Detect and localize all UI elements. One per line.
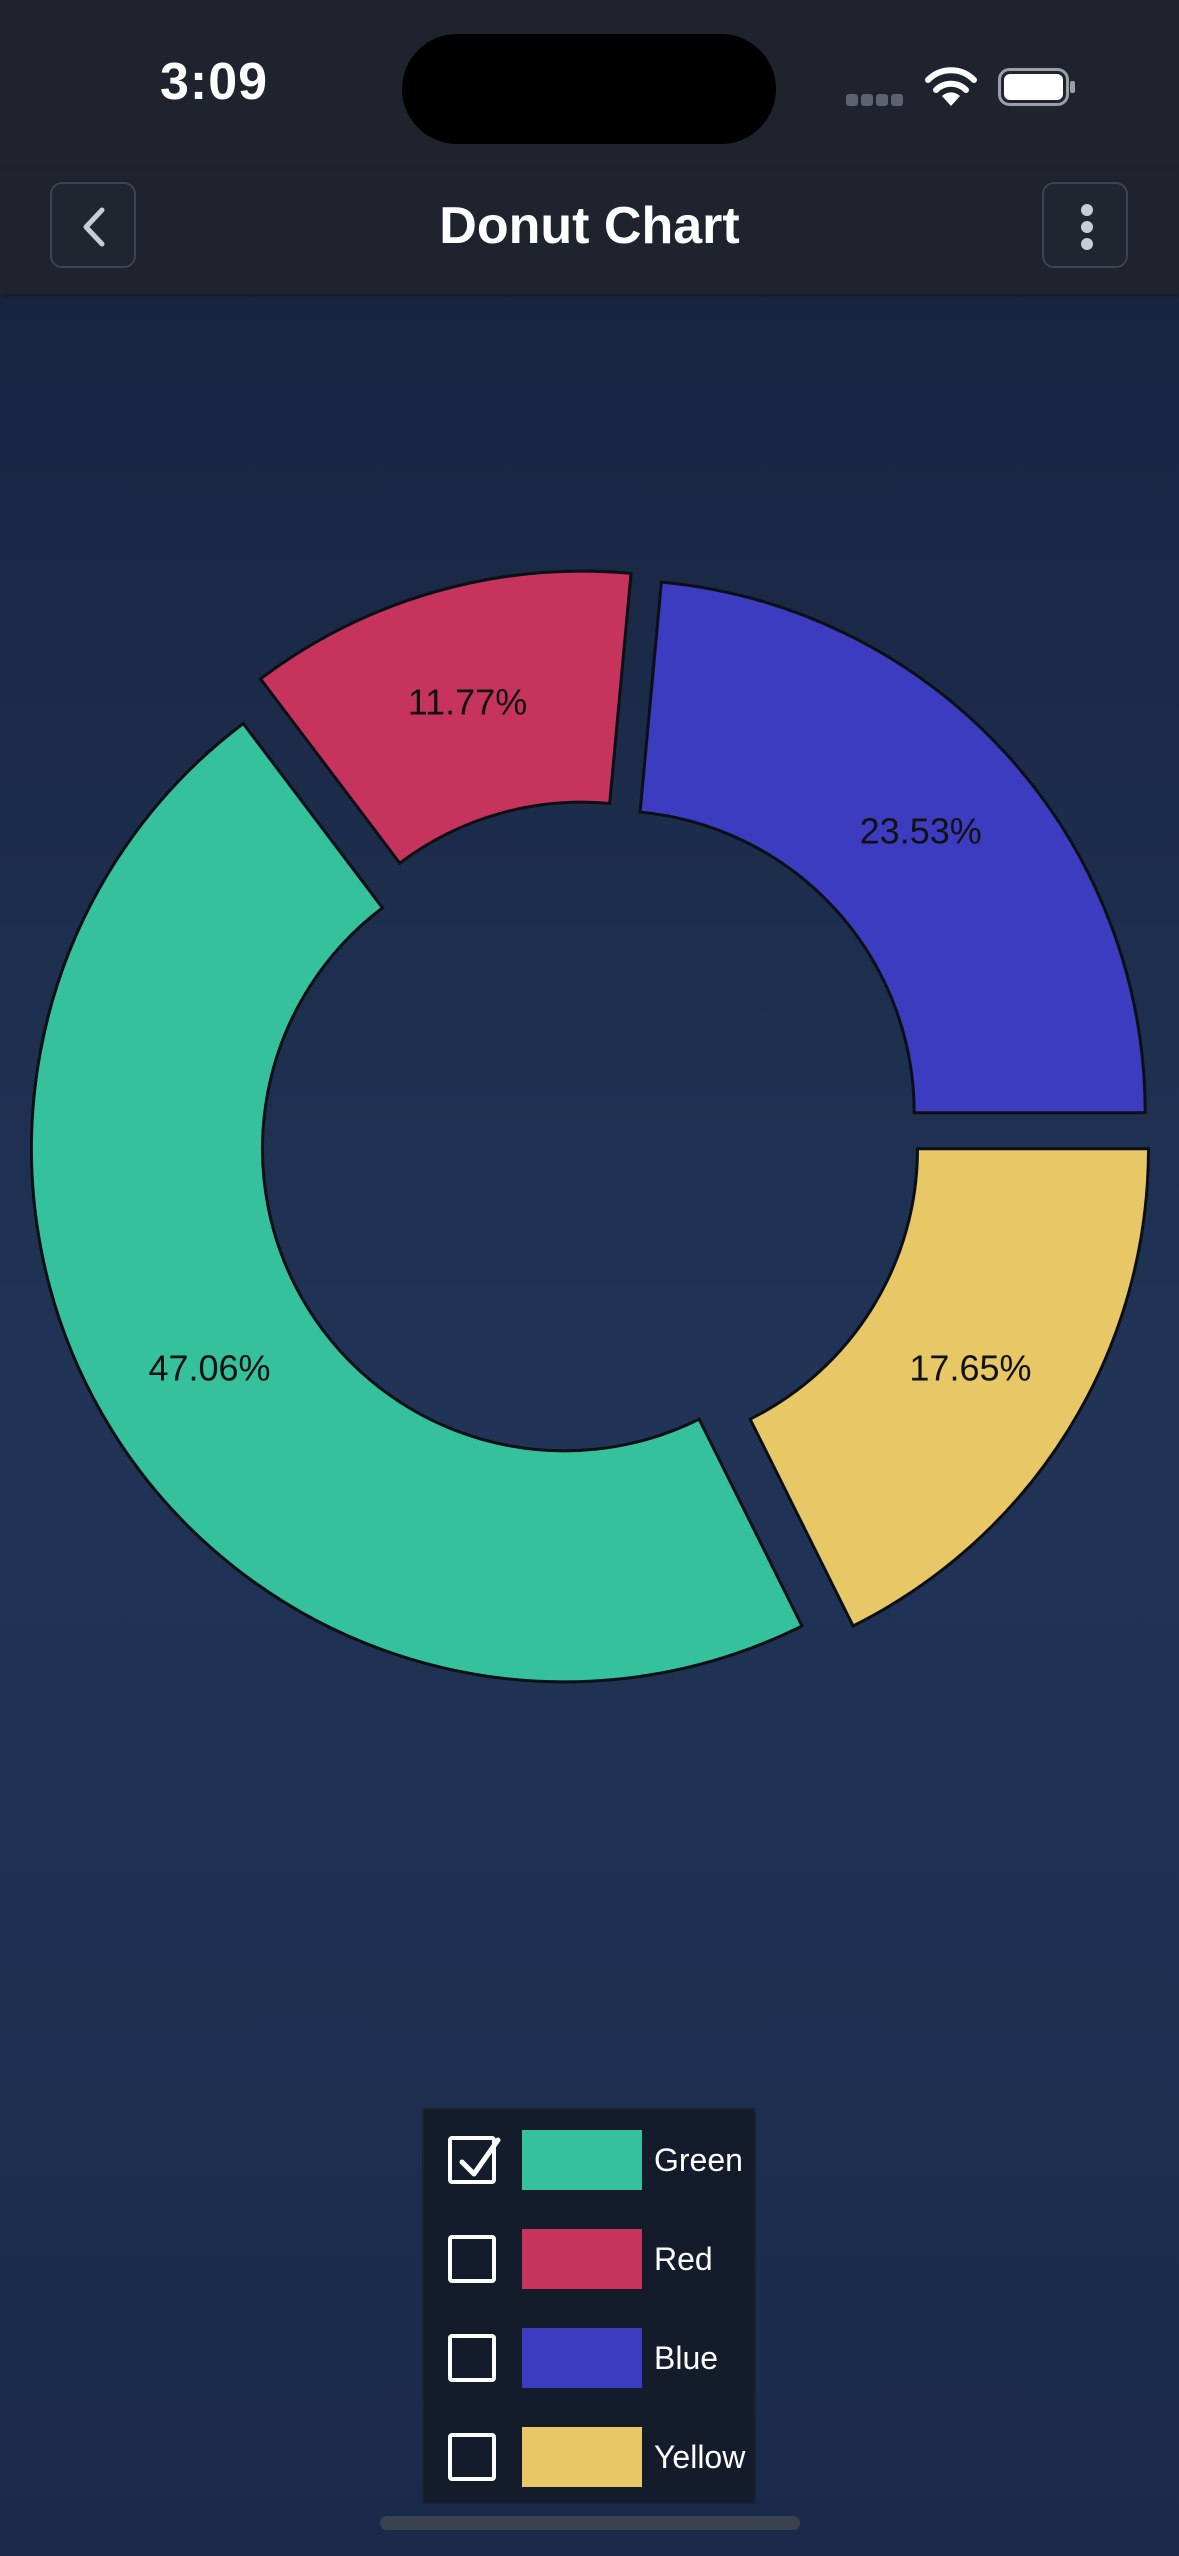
back-button[interactable] — [50, 182, 136, 268]
donut-slice-blue[interactable] — [638, 580, 1147, 1115]
more-options-button[interactable] — [1042, 182, 1128, 268]
chart-legend: Green Red Blue Yellow — [422, 2108, 756, 2504]
nav-bar: Donut Chart — [0, 170, 1179, 294]
wifi-icon — [922, 64, 980, 108]
legend-swatch-green — [522, 2130, 642, 2190]
status-time: 3:09 — [160, 53, 269, 111]
slice-label-red: 11.77% — [408, 682, 527, 723]
legend-checkbox-red[interactable] — [448, 2235, 496, 2283]
chevron-left-icon — [83, 207, 105, 247]
legend-item-red[interactable]: Red — [424, 2219, 754, 2299]
legend-label-blue: Blue — [654, 2340, 719, 2376]
legend-checkbox-yellow[interactable] — [448, 2433, 496, 2481]
status-bar: 3:09 — [0, 0, 1179, 170]
legend-item-blue[interactable]: Blue — [424, 2318, 754, 2398]
legend-item-green[interactable]: Green — [424, 2120, 754, 2200]
legend-swatch-yellow — [522, 2427, 642, 2487]
legend-item-yellow[interactable]: Yellow — [424, 2417, 754, 2497]
donut-slice-green[interactable] — [30, 721, 805, 1684]
legend-label-red: Red — [654, 2241, 713, 2277]
legend-checkbox-blue[interactable] — [448, 2334, 496, 2382]
battery-icon — [998, 68, 1076, 106]
donut-chart: 17.65% 47.06% 11.77% 23.53% — [30, 569, 1151, 1684]
slice-label-yellow: 17.65% — [909, 1348, 1031, 1389]
legend-label-yellow: Yellow — [654, 2439, 746, 2475]
donut-slice-yellow[interactable] — [748, 1147, 1151, 1628]
slice-label-blue: 23.53% — [860, 811, 982, 852]
legend-checkbox-green[interactable] — [448, 2136, 501, 2184]
slice-label-green: 47.06% — [148, 1348, 270, 1389]
cellular-signal-icon — [846, 94, 904, 108]
donut-slice-red[interactable] — [258, 569, 633, 866]
more-vertical-icon — [1081, 204, 1093, 250]
legend-swatch-blue — [522, 2328, 642, 2388]
legend-label-green: Green — [654, 2142, 743, 2178]
dynamic-island — [402, 34, 776, 144]
checkmark-icon — [459, 2137, 501, 2177]
page-title: Donut Chart — [439, 197, 740, 255]
home-indicator[interactable] — [380, 2516, 800, 2530]
legend-swatch-red — [522, 2229, 642, 2289]
